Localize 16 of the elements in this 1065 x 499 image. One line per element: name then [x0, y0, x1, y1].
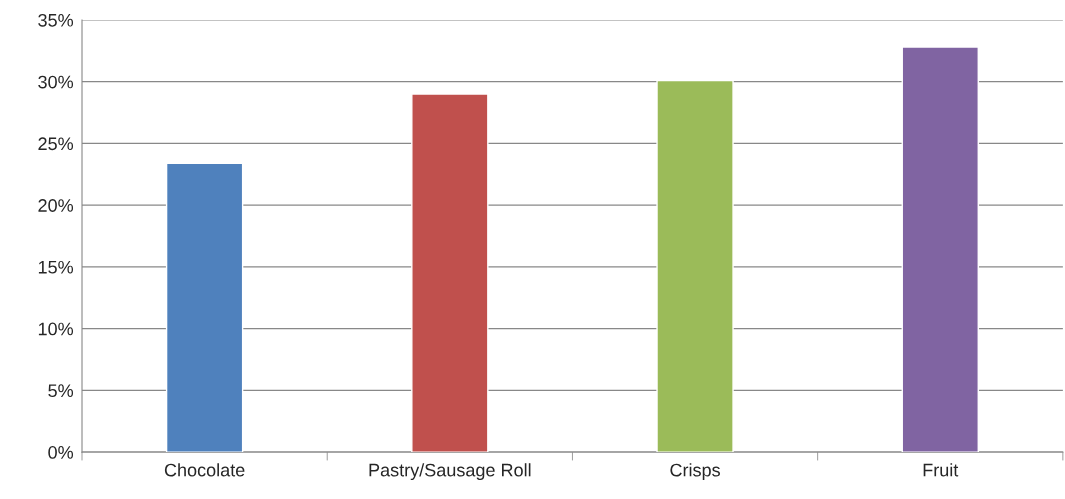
y-tick-label: 0% — [48, 446, 74, 459]
y-tick-label: 25% — [38, 137, 74, 151]
x-tick-label: Pastry/Sausage Roll — [369, 463, 531, 481]
x-tick-label: Fruit — [923, 463, 959, 477]
bar — [901, 46, 979, 453]
x-tick-label: Crisps — [670, 463, 720, 481]
y-tick-label: 10% — [38, 322, 74, 336]
y-tick-label: 5% — [48, 384, 74, 398]
y-tick-label: 15% — [38, 260, 74, 274]
bar — [165, 162, 244, 453]
bar — [656, 79, 734, 453]
y-tick-label: 35% — [38, 13, 74, 27]
x-tick-label: Chocolate — [164, 463, 245, 477]
y-tick-label: 30% — [38, 75, 74, 89]
bar — [411, 93, 489, 453]
y-tick-label: 20% — [38, 199, 74, 212]
